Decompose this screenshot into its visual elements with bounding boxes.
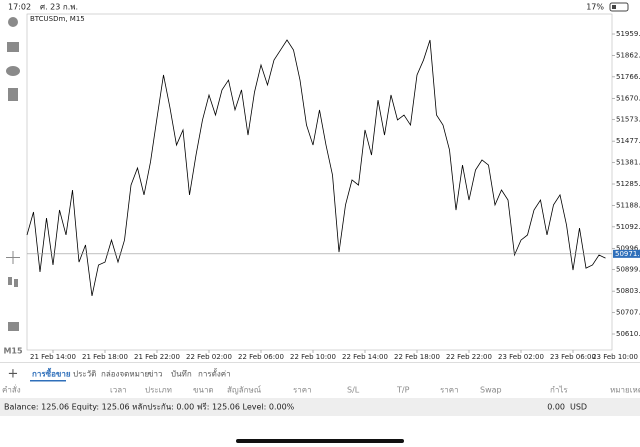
column-header: S/L bbox=[347, 386, 360, 395]
balance-summary: Balance: 125.06 Equity: 125.06 หลักประกั… bbox=[4, 403, 295, 412]
column-header: ขนาด bbox=[193, 386, 214, 395]
objects-icon[interactable] bbox=[8, 322, 19, 331]
x-tick-label: 21 Feb 14:00 bbox=[30, 353, 76, 361]
y-tick-label: 50610.90 bbox=[616, 330, 640, 338]
tab-underline bbox=[30, 380, 66, 382]
account-icon[interactable] bbox=[8, 17, 18, 27]
column-header: Swap bbox=[480, 386, 502, 395]
y-tick-label: 51477.60 bbox=[616, 137, 640, 145]
status-battery: 17% bbox=[586, 3, 604, 12]
x-tick-label: 22 Feb 06:00 bbox=[238, 353, 284, 361]
currency: USD bbox=[570, 403, 587, 412]
tab[interactable]: กล่องจดหมาย bbox=[101, 370, 149, 379]
y-tick-label: 51766.50 bbox=[616, 73, 640, 81]
y-tick-label: 50996.10 bbox=[616, 244, 640, 252]
tab[interactable]: บันทึก bbox=[171, 370, 192, 379]
column-header: กำไร bbox=[550, 386, 568, 395]
x-tick-label: 23 Feb 02:00 bbox=[498, 353, 544, 361]
x-tick-label: 21 Feb 18:00 bbox=[82, 353, 128, 361]
x-tick-label: 23 Feb 10:00 bbox=[592, 353, 638, 361]
x-tick-label: 21 Feb 22:00 bbox=[134, 353, 180, 361]
column-header: เวลา bbox=[110, 386, 127, 395]
y-tick-label: 51670.20 bbox=[616, 94, 640, 102]
divider bbox=[0, 362, 640, 363]
y-tick-label: 50803.50 bbox=[616, 287, 640, 295]
chart-title: BTCUSDm, M15 bbox=[30, 15, 85, 23]
x-tick-label: 22 Feb 18:00 bbox=[394, 353, 440, 361]
tab[interactable]: การตั้งค่า bbox=[198, 368, 231, 379]
column-header: คำสั่ง bbox=[2, 384, 21, 395]
y-tick-label: 51285.00 bbox=[616, 180, 640, 188]
new-order-icon[interactable] bbox=[8, 88, 18, 101]
current-price-box bbox=[613, 249, 640, 258]
add-button[interactable]: + bbox=[8, 367, 19, 382]
battery-level bbox=[612, 5, 616, 9]
chat-icon[interactable] bbox=[6, 66, 20, 76]
y-tick-label: 51959.10 bbox=[616, 30, 640, 38]
column-header: หมายเหตุ bbox=[610, 386, 640, 395]
profit: 0.00 bbox=[547, 403, 565, 412]
column-header: สัญลักษณ์ bbox=[227, 385, 262, 395]
column-header: T/P bbox=[396, 386, 410, 395]
toolbar bbox=[6, 17, 20, 331]
y-tick-label: 51381.30 bbox=[616, 159, 640, 167]
y-tick-label: 50899.80 bbox=[616, 266, 640, 274]
battery-icon bbox=[609, 2, 629, 12]
column-header: ราคา bbox=[440, 386, 459, 395]
y-tick-label: 50707.20 bbox=[616, 309, 640, 317]
timeframe-button[interactable]: M15 bbox=[3, 347, 23, 356]
status-date: ศ. 23 ก.พ. bbox=[40, 3, 78, 12]
x-tick-label: 22 Feb 02:00 bbox=[186, 353, 232, 361]
tab[interactable]: ข่าว bbox=[148, 370, 162, 379]
column-header: ราคา bbox=[293, 386, 312, 395]
price-line bbox=[26, 39, 606, 297]
crosshair-icon-v[interactable] bbox=[12, 251, 14, 264]
current-price-label: 50971.05 bbox=[615, 250, 640, 258]
y-tick-label: 51092.40 bbox=[616, 223, 640, 231]
x-tick-label: 22 Feb 22:00 bbox=[446, 353, 492, 361]
trade-icon[interactable] bbox=[7, 42, 19, 52]
y-tick-label: 51862.80 bbox=[616, 51, 640, 59]
indicator-icon-2[interactable] bbox=[14, 279, 18, 287]
indicator-icon[interactable] bbox=[8, 277, 12, 285]
x-tick-label: 23 Feb 06:00 bbox=[550, 353, 596, 361]
status-time: 17:02 bbox=[8, 3, 31, 12]
y-tick-label: 51573.90 bbox=[616, 116, 640, 124]
tab[interactable]: การซื้อขาย bbox=[32, 368, 71, 379]
x-tick-label: 22 Feb 10:00 bbox=[290, 353, 336, 361]
home-indicator bbox=[236, 439, 404, 443]
column-header: ประเภท bbox=[145, 386, 172, 395]
x-tick-label: 22 Feb 14:00 bbox=[342, 353, 388, 361]
tab[interactable]: ประวัติ bbox=[73, 370, 96, 379]
chart-frame bbox=[26, 13, 613, 351]
balance-row bbox=[0, 398, 640, 416]
y-tick-label: 51188.70 bbox=[616, 201, 640, 209]
